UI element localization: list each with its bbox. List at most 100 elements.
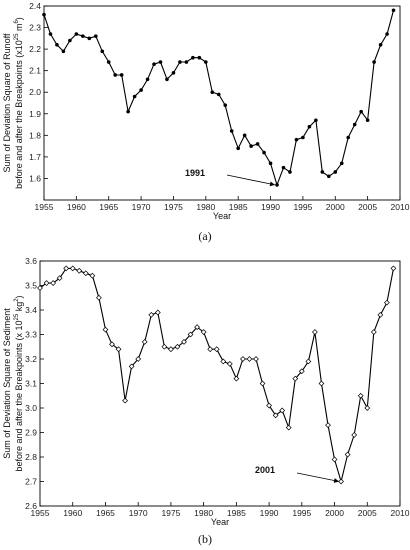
data-point <box>357 392 364 399</box>
data-point <box>268 161 273 166</box>
data-point <box>187 331 194 338</box>
data-point <box>262 150 266 155</box>
breakpoint-arrow <box>296 472 340 482</box>
data-point <box>50 280 56 286</box>
y-tick-label: 3.6 <box>25 256 37 266</box>
y-tick-label: 1.6 <box>29 173 41 183</box>
data-point <box>132 94 137 99</box>
data-point <box>312 329 318 335</box>
y-tick-label: 2.4 <box>29 1 41 11</box>
data-point <box>200 329 207 335</box>
data-point <box>43 280 50 286</box>
data-point <box>298 368 305 375</box>
data-point <box>216 92 221 97</box>
y-tick-label: 3.0 <box>25 403 37 413</box>
y-axis-label-line1: Sum of Deviation Square of Sediment <box>2 308 12 459</box>
x-tick-label: 2005 <box>358 202 377 212</box>
x-tick-label: 1975 <box>161 508 180 518</box>
x-tick-label: 1990 <box>261 202 280 212</box>
data-point <box>174 343 181 350</box>
x-tick-label: 2000 <box>326 202 345 212</box>
y-axis-label-part: before and after the Breakpoints (x10 <box>14 40 24 189</box>
data-point <box>106 60 111 64</box>
breakpoint-arrowhead <box>333 478 340 483</box>
data-point <box>96 294 102 301</box>
y-tick-label: 3.2 <box>25 354 37 364</box>
data-point <box>364 405 371 411</box>
x-tick-label: 1995 <box>293 202 312 212</box>
x-tick-label: 1970 <box>132 202 151 212</box>
data-point <box>331 456 338 463</box>
x-tick-label: 1955 <box>31 508 50 518</box>
data-point <box>61 49 66 54</box>
data-point <box>266 402 272 409</box>
series-line <box>39 267 395 484</box>
data-point <box>279 407 286 414</box>
data-point <box>213 346 220 353</box>
data-point <box>119 73 124 77</box>
y-tick-label: 2.3 <box>29 23 41 33</box>
data-point <box>158 60 163 64</box>
data-point <box>255 142 260 146</box>
y-tick-label: 3.5 <box>25 281 37 291</box>
data-point <box>352 122 357 127</box>
data-point <box>325 422 331 429</box>
y-axis-label-part: 2 <box>14 298 20 302</box>
data-point <box>351 432 358 438</box>
x-tick-label: 1965 <box>96 508 115 518</box>
data-point <box>56 275 63 282</box>
data-point <box>126 109 130 114</box>
data-point <box>318 380 325 387</box>
data-point <box>154 309 161 316</box>
data-point <box>207 346 214 353</box>
data-point <box>81 34 85 38</box>
breakpoint-annotation-label: 2001 <box>255 465 275 475</box>
data-point <box>384 299 390 306</box>
y-tick-label: 2.7 <box>25 477 37 487</box>
data-point <box>100 49 105 54</box>
data-point <box>288 170 292 174</box>
x-tick-label: 1975 <box>164 202 183 212</box>
x-tick-label: 1970 <box>129 508 148 518</box>
data-point <box>233 375 240 382</box>
data-point <box>68 38 72 43</box>
x-tick-label: 2010 <box>391 508 410 518</box>
data-point <box>109 341 115 348</box>
y-axis-label-part: 6 <box>14 20 20 24</box>
x-tick-label: 1985 <box>227 508 246 518</box>
data-point <box>346 135 351 140</box>
data-point <box>74 32 79 36</box>
x-tick-label: 2005 <box>358 508 377 518</box>
data-point <box>223 103 228 107</box>
chart-panel-b: 1955 1960 1965 1970 1975 1980 1985 1990 1995 2000… <box>2 256 410 546</box>
data-point <box>327 174 331 179</box>
data-point <box>294 137 299 142</box>
y-tick-label: 3.3 <box>25 330 37 340</box>
data-point <box>240 356 246 362</box>
data-point <box>165 77 169 82</box>
y-tick-label: 3.4 <box>25 305 37 315</box>
data-point <box>305 358 312 365</box>
y-tick-label: 2.2 <box>29 44 41 54</box>
y-axis-label-part: kg <box>14 302 24 314</box>
data-point <box>145 77 150 82</box>
data-point <box>385 32 389 36</box>
x-axis-label: Year <box>213 211 231 221</box>
x-tick-label: 2010 <box>391 202 410 212</box>
x-tick-label: 2000 <box>325 508 344 518</box>
data-point <box>339 161 344 166</box>
y-axis-label-line1: Sum of Deviation Square of Runoff <box>2 33 12 172</box>
data-point <box>48 32 53 36</box>
data-point <box>42 12 46 17</box>
data-point <box>194 324 200 331</box>
x-axis-label: Year <box>211 517 229 527</box>
data-point <box>314 118 318 123</box>
y-tick-label: 2.9 <box>25 428 37 438</box>
x-tick-label: 1990 <box>260 508 279 518</box>
data-point <box>115 346 122 353</box>
data-point <box>391 8 396 13</box>
y-axis-label-part: before and after the Breakpoints (x 10 <box>14 320 24 471</box>
y-axis-label-part: 25 <box>14 313 20 320</box>
data-point <box>204 60 208 64</box>
